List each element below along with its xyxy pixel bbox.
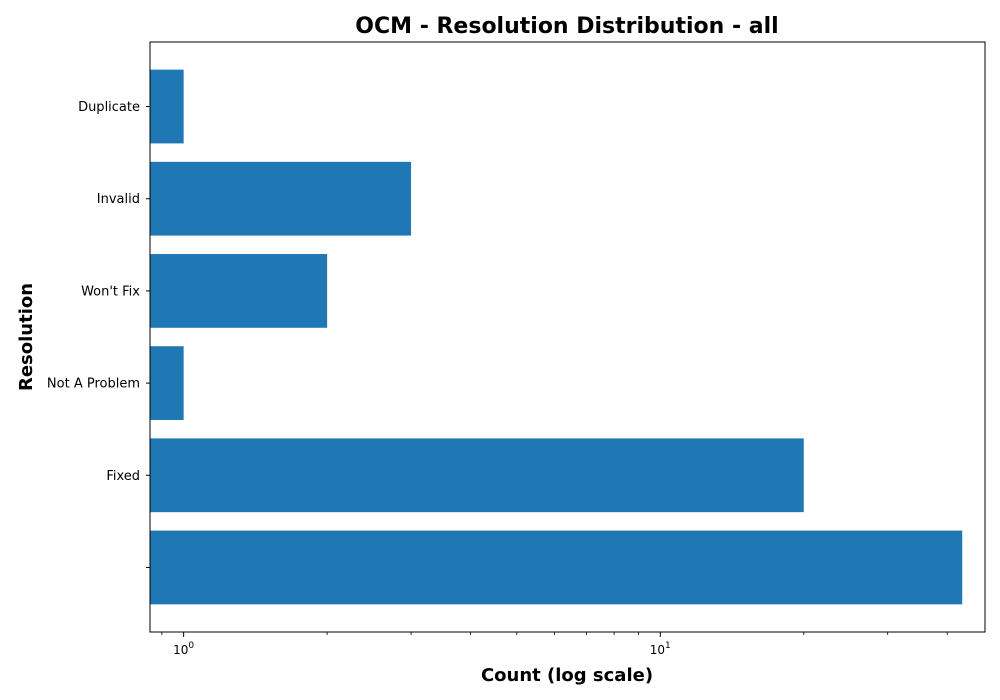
x-ticks-group: 100 101 — [161, 632, 948, 657]
bars-group — [150, 69, 963, 605]
plot-frame — [149, 41, 986, 633]
y-axis-label: Resolution — [16, 283, 37, 391]
bar-blank — [150, 530, 963, 605]
x-tick-label: 100 — [173, 641, 194, 657]
y-tick-label: Not A Problem — [47, 377, 140, 392]
bar-invalid — [150, 161, 412, 236]
x-tick-label: 101 — [650, 641, 671, 657]
bar-duplicate — [150, 69, 184, 144]
y-tick-label: Fixed — [106, 469, 140, 484]
y-ticks-group: Fixed Not A Problem Won't Fix Invalid Duplic… — [47, 100, 150, 568]
x-axis-label: Count (log scale) — [481, 665, 653, 686]
y-tick-label: Duplicate — [78, 100, 140, 115]
bar-won-t-fix — [150, 254, 328, 328]
chart-title: OCM - Resolution Distribution - all — [355, 14, 778, 39]
y-tick-label: Won't Fix — [81, 284, 140, 299]
y-tick-label: Invalid — [97, 192, 140, 207]
bar-not-a-problem — [150, 346, 184, 420]
bar-fixed — [150, 438, 804, 513]
